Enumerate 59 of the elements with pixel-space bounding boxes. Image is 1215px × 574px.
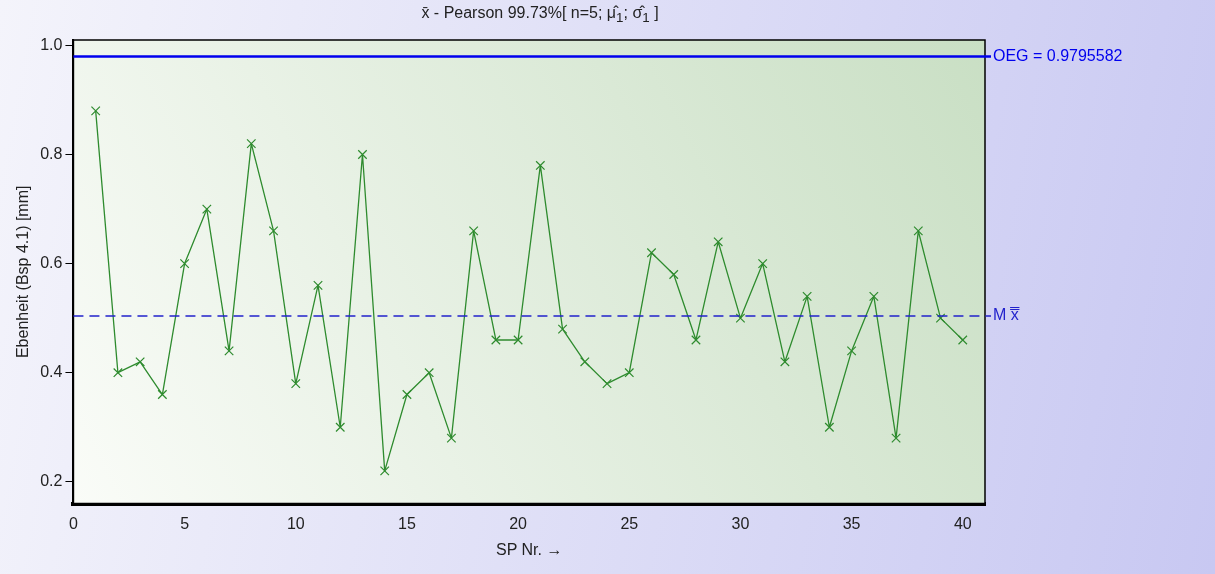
point [513,335,523,345]
point [202,204,212,214]
x-tick-label: 0 [68,514,78,532]
point [602,378,612,389]
point [868,291,879,302]
point [113,367,123,378]
point [579,356,590,367]
x-tick-label: 15 [398,514,416,532]
point [691,335,701,345]
x-tick-label: 30 [731,514,750,532]
y-tick-label: 1.0 [40,35,63,53]
y-tick-label: 0.2 [40,472,63,490]
point [846,346,857,356]
x-axis-title: SP Nr. → [496,540,563,558]
chart-title: x̄ - Pearson 99.73%[ n=5; μ̂$_{1}$; σ̂$_{1}$ ] [420,4,660,26]
point [491,335,501,345]
point [335,422,346,433]
point [913,226,924,236]
point [735,313,746,323]
x-tick-label: 25 [620,514,639,532]
y-tick-label: 0.4 [40,363,63,381]
point [935,313,946,323]
point [957,335,968,345]
point [824,422,835,433]
point [713,236,724,247]
ref-line-label: M x̿ [993,306,1020,324]
point [224,346,234,356]
point [90,106,101,116]
point [557,324,568,334]
x-tick-label: 5 [180,514,190,532]
point [780,356,790,367]
point [379,466,390,476]
y-tick-label: 0.8 [40,144,63,162]
point [290,378,301,389]
y-tick-label: 0.6 [40,254,63,272]
point [157,389,168,400]
point [135,356,145,367]
point [246,138,257,149]
x-tick-label: 20 [509,514,528,532]
point [802,291,812,302]
point [646,247,657,258]
point [179,258,190,269]
point [268,226,279,236]
point [668,269,679,280]
point [891,433,901,443]
point [624,367,635,378]
point [424,367,435,378]
x-tick-label: 35 [842,514,861,532]
point [313,280,323,291]
point [757,258,768,269]
point [446,433,457,443]
point [357,149,368,160]
y-axis-title: Ebenheit (Bsp 4.1) [mm] [14,185,32,359]
ref-line-label: OEG = 0.9795582 [993,47,1123,65]
x-tick-label: 10 [286,514,305,532]
point [402,389,412,400]
point [468,226,479,236]
point [535,160,546,171]
x-tick-label: 40 [953,514,972,532]
